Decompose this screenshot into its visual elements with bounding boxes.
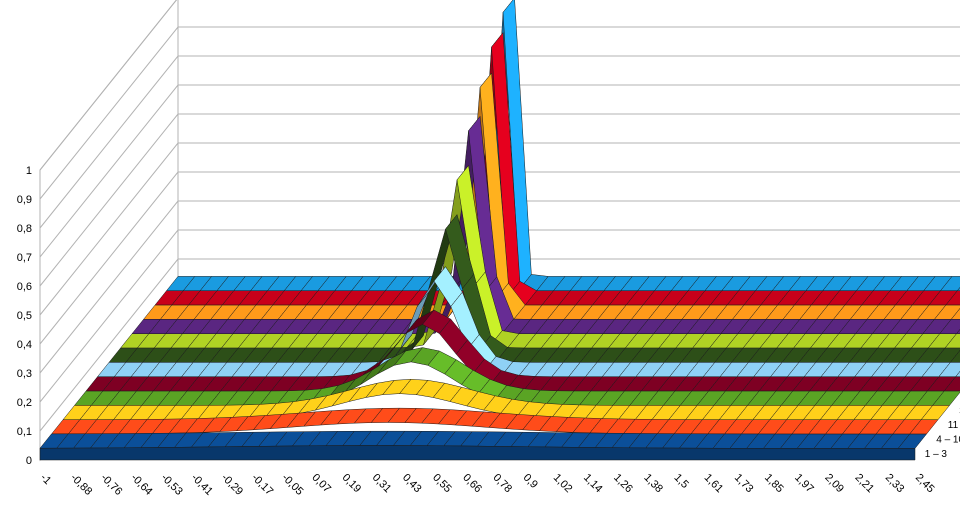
gridline <box>39 171 960 345</box>
gridline <box>39 55 960 229</box>
x-tick-label: 0,66 <box>460 472 484 496</box>
gridline <box>39 258 960 432</box>
series-label: 1 – 3 <box>925 449 948 460</box>
x-tick-label: 2,09 <box>822 472 846 496</box>
z-tick-label: 0,6 <box>17 281 32 293</box>
x-tick-label: 0,43 <box>400 472 424 496</box>
x-tick-label: 1,02 <box>551 472 575 496</box>
x-tick-label: -0,88 <box>68 472 94 498</box>
x-tick-label: 0,78 <box>490 472 514 496</box>
surface-cell <box>949 349 960 363</box>
x-tick-label: 0,9 <box>521 472 540 491</box>
x-tick-label: -0,53 <box>159 472 185 498</box>
gridline <box>39 200 960 374</box>
x-tick-label: 1,85 <box>762 472 786 496</box>
x-tick-label: -0,41 <box>189 472 215 498</box>
gridline <box>39 142 960 316</box>
x-tick-label: 0,31 <box>370 472 394 496</box>
gridline <box>39 84 960 258</box>
series-surface <box>96 266 960 377</box>
x-tick-label: -1 <box>38 472 53 487</box>
x-tick-label: 2,45 <box>913 472 937 496</box>
x-tick-label: 2,21 <box>853 472 877 496</box>
x-tick-label: 1,5 <box>671 472 690 491</box>
gridline <box>39 229 960 403</box>
front-skirt <box>39 445 916 461</box>
x-tick-label: 1,97 <box>792 472 816 496</box>
z-tick-label: 0,7 <box>17 252 32 264</box>
x-tick-label: 1,61 <box>702 472 726 496</box>
x-tick-label: 1,14 <box>581 472 605 496</box>
x-tick-label: -0,76 <box>98 472 124 498</box>
series-surface <box>39 430 928 461</box>
x-tick-label: 2,33 <box>883 472 907 496</box>
series-surface <box>108 214 960 363</box>
back-wall <box>177 0 960 289</box>
series-label: 4 – 10 <box>936 435 960 446</box>
x-tick-label: -0,05 <box>279 472 305 498</box>
series-label: 11 – 30 <box>948 420 960 431</box>
z-tick-label: 0 <box>26 455 32 467</box>
x-tick-label: 0,07 <box>309 472 333 496</box>
x-tick-label: -0,64 <box>128 472 154 498</box>
z-tick-label: 0,3 <box>17 368 32 380</box>
gridline <box>39 113 960 287</box>
surface-cell <box>956 287 960 291</box>
z-tick-label: 1 <box>26 165 32 177</box>
surface-cell <box>955 370 960 377</box>
surface-cell <box>950 308 960 320</box>
gridline <box>39 0 178 171</box>
plot-area: 0 0,1 0,2 0,3 0,4 0,5 0,6 0,7 0,8 0,9 1 1 – 3 4 – 10… <box>17 0 960 498</box>
series-surface <box>50 407 939 435</box>
gridline <box>39 26 960 200</box>
x-tick-label: -0,17 <box>249 472 275 498</box>
z-tick-label: 0,4 <box>17 339 32 351</box>
series-surface <box>62 379 951 420</box>
series-surface <box>73 347 960 406</box>
x-tick-label: -0,29 <box>219 472 245 498</box>
z-tick-label: 0,1 <box>17 426 32 438</box>
x-tick-label: 1,26 <box>611 472 635 496</box>
z-tick-label: 0,9 <box>17 194 32 206</box>
x-tick-label: 1,73 <box>732 472 756 496</box>
x-tick-label: 0,19 <box>340 472 364 496</box>
z-tick-label: 0,2 <box>17 397 32 409</box>
x-tick-label: 1,38 <box>641 472 665 496</box>
surface-cell <box>955 328 960 334</box>
z-tick-label: 0,8 <box>17 223 32 235</box>
x-tick-label: 0,55 <box>430 472 454 496</box>
z-tick-label: 0,5 <box>17 310 32 322</box>
